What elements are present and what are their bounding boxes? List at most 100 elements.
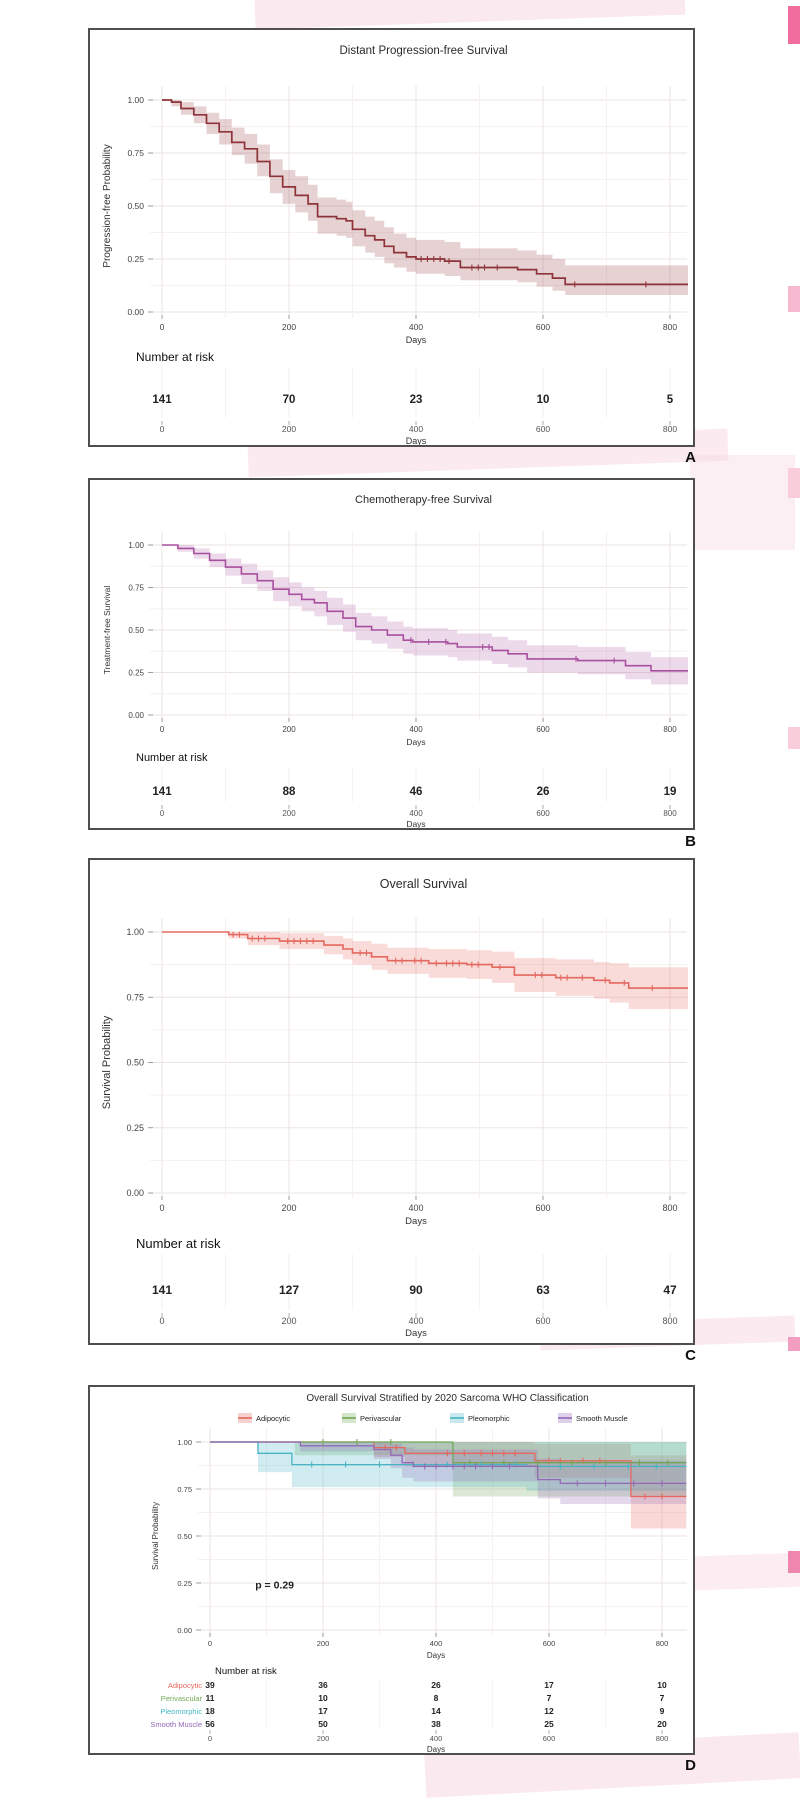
risk-row-label: Adipocytic — [168, 1681, 202, 1690]
y-tick-label: 0.50 — [177, 1532, 192, 1541]
panel-distant-progression-free-survival: 0 0 200 200 400 400 600 600 800 800 0.00 0.25 0.50 0.… — [88, 28, 695, 447]
confidence-bands — [162, 100, 688, 295]
page-edge-watermark — [788, 1337, 800, 1351]
y-axis-label: Survival Probability — [151, 1502, 160, 1570]
risk-count: 56 — [205, 1719, 215, 1729]
watermark — [690, 455, 795, 550]
risk-count: 14 — [431, 1706, 441, 1716]
number-at-risk-heading: Number at risk — [136, 350, 215, 364]
page-edge-watermark — [788, 727, 800, 749]
confidence-bands — [210, 1442, 687, 1529]
survival-step-line — [162, 931, 688, 989]
confidence-band — [210, 1442, 687, 1504]
y-tick-label: 1.00 — [127, 95, 144, 105]
y-tick-label: 0.50 — [128, 626, 144, 635]
survival-step-line — [162, 99, 688, 286]
panel-title: Distant Progression-free Survival — [339, 45, 507, 57]
y-tick-label: 0.50 — [126, 1058, 144, 1068]
risk-count: 19 — [664, 786, 677, 798]
panel-title: Overall Survival — [380, 877, 468, 891]
risk-x-tick-label: 0 — [160, 809, 165, 818]
panel-title: Overall Survival Stratified by 2020 Sarc… — [306, 1393, 588, 1404]
risk-count: 26 — [431, 1680, 441, 1690]
x-tick-label: 800 — [662, 1203, 677, 1213]
risk-x-tick-label: 200 — [281, 1316, 296, 1326]
km-chart-distant-progression: 0 0 200 200 400 400 600 600 800 800 0.00 0.25 0.50 0.… — [102, 45, 688, 445]
confidence-bands — [162, 545, 688, 685]
risk-x-axis-label: Days — [406, 819, 425, 828]
survival-step-line — [210, 1441, 687, 1485]
x-axis-label: Days — [406, 737, 425, 747]
risk-count: 26 — [537, 786, 550, 798]
risk-count: 8 — [434, 1693, 439, 1703]
risk-x-tick-label: 800 — [663, 809, 677, 818]
risk-x-tick-label: 0 — [208, 1734, 212, 1743]
watermark — [254, 0, 686, 30]
risk-count: 10 — [318, 1693, 328, 1703]
grid — [150, 531, 687, 802]
y-tick-label: 1.00 — [128, 541, 144, 550]
risk-count: 17 — [544, 1680, 554, 1690]
panel-overall-survival-stratified: 0 0 200 200 400 400 600 600 800 800 0.00 0.25 0.50 0.… — [88, 1385, 695, 1755]
x-tick-label: 0 — [160, 725, 165, 734]
risk-count: 10 — [537, 394, 550, 406]
survival-step-line — [162, 544, 688, 672]
risk-count: 141 — [152, 1283, 172, 1297]
x-axis-label: Days — [427, 1651, 445, 1660]
y-tick-label: 0.00 — [177, 1626, 192, 1635]
y-tick-label: 0.25 — [128, 669, 144, 678]
risk-x-tick-label: 800 — [662, 1316, 677, 1326]
legend-label: Pleomorphic — [468, 1414, 510, 1423]
risk-count: 90 — [409, 1283, 423, 1297]
risk-count: 36 — [318, 1680, 328, 1690]
y-tick-label: 0.50 — [127, 201, 144, 211]
risk-count: 5 — [667, 394, 674, 406]
x-tick-label: 400 — [430, 1639, 443, 1648]
risk-x-tick-label: 800 — [656, 1734, 669, 1743]
risk-row-label: Smooth Muscle — [150, 1720, 202, 1729]
risk-x-tick-label: 200 — [282, 809, 296, 818]
risk-row-label: Pleomorphic — [160, 1707, 202, 1716]
km-chart-stratified: 0 0 200 200 400 400 600 600 800 800 0.00 0.25 0.50 0.… — [150, 1393, 687, 1753]
y-tick-label: 0.00 — [128, 711, 144, 720]
y-tick-label: 0.25 — [177, 1579, 192, 1588]
panel-letter-c: C — [685, 1347, 696, 1364]
x-tick-label: 600 — [535, 1203, 550, 1213]
x-tick-label: 400 — [408, 1203, 423, 1213]
survival-curves — [162, 544, 688, 672]
y-tick-label: 1.00 — [126, 927, 144, 937]
number-at-risk-heading: Number at risk — [215, 1666, 277, 1677]
x-axis-label: Days — [405, 1216, 427, 1227]
survival-curves — [210, 1439, 687, 1500]
risk-count: 12 — [544, 1706, 554, 1716]
risk-x-axis-label: Days — [406, 436, 427, 445]
x-tick-label: 400 — [409, 725, 423, 734]
y-tick-label: 1.00 — [177, 1438, 192, 1447]
panel-title: Chemotherapy-free Survival — [355, 494, 492, 506]
risk-x-axis-label: Days — [405, 1328, 427, 1339]
panel-chemotherapy-free-survival: 0 0 200 200 400 400 600 600 800 800 0.00 0.25 0.50 0.… — [88, 478, 695, 830]
y-tick-label: 0.75 — [177, 1485, 192, 1494]
grid — [150, 86, 687, 418]
risk-count: 7 — [660, 1693, 665, 1703]
x-tick-label: 800 — [656, 1639, 669, 1648]
risk-count: 70 — [283, 394, 296, 406]
risk-x-tick-label: 400 — [430, 1734, 443, 1743]
risk-count: 38 — [431, 1719, 441, 1729]
risk-row-label: Perivascular — [161, 1694, 203, 1703]
risk-x-tick-label: 0 — [159, 1316, 164, 1326]
risk-count: 25 — [544, 1719, 554, 1729]
x-axis-label: Days — [406, 335, 427, 345]
risk-count: 23 — [410, 394, 423, 406]
y-tick-label: 0.75 — [126, 992, 144, 1002]
p-value-annotation: p = 0.29 — [255, 1580, 294, 1592]
risk-count: 141 — [152, 394, 172, 406]
y-axis-label: Treatment-free Survival — [102, 586, 112, 675]
risk-count: 18 — [205, 1706, 215, 1716]
km-chart-chemotherapy-free: 0 0 200 200 400 400 600 600 800 800 0.00 0.25 0.50 0.… — [102, 494, 688, 828]
y-axis-label: Progression-free Probability — [102, 144, 113, 267]
x-tick-label: 600 — [543, 1639, 556, 1648]
risk-x-tick-label: 600 — [536, 424, 550, 434]
risk-x-tick-label: 400 — [409, 424, 423, 434]
panel-overall-survival: 0 0 200 200 400 400 600 600 800 800 0.00 0.25 0.50 0.… — [88, 858, 695, 1345]
